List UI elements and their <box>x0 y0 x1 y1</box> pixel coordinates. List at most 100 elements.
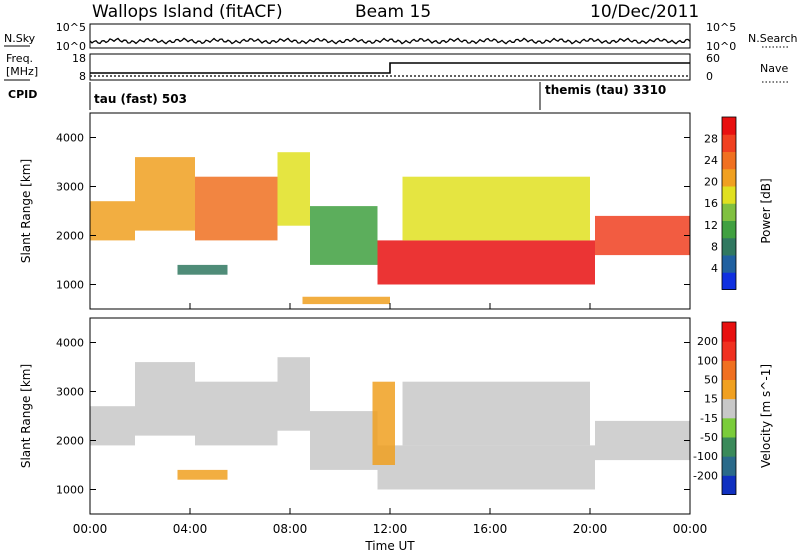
colorbar-frame <box>721 321 737 495</box>
cpid-label: CPID <box>8 88 37 101</box>
x-tick-label: 12:00 <box>373 522 408 536</box>
echo-band-4 <box>310 411 378 470</box>
echo-band-1 <box>135 362 195 436</box>
colorbar-tick-label: 100 <box>697 354 718 367</box>
echo-band-2 <box>195 381 278 446</box>
colorbar-tick-label: 4 <box>711 262 718 275</box>
power-y-label: Slant Range [km] <box>19 159 33 263</box>
date-label: 10/Dec/2011 <box>590 2 699 22</box>
velocity-panel: 4000 3000 2000 1000 Slant Range [km] 200 100… <box>19 303 773 553</box>
velocity-colorbar-label: Velocity [m s^-1] <box>759 364 773 468</box>
echo-band-9 <box>372 381 395 465</box>
y-tick-label: 3000 <box>56 181 84 194</box>
colorbar-tick-label: -15 <box>700 412 718 425</box>
cpid-entry-themis: themis (tau) 3310 <box>545 83 666 97</box>
freq-left-label-line1: Freq. <box>6 52 33 65</box>
power-colorbar: 28 24 20 16 12 8 4 <box>704 116 737 290</box>
colorbar-swatch <box>722 475 736 495</box>
echo-band-0 <box>90 201 135 241</box>
colorbar-swatch <box>722 360 736 380</box>
y-tick-label: 2000 <box>56 230 84 243</box>
echo-band-5 <box>377 445 595 490</box>
y-tick-label: 3000 <box>56 386 84 399</box>
velocity-colorbar: 200 100 50 15 -15 -50 -100 -200 <box>693 321 737 495</box>
power-data-layer <box>90 152 690 305</box>
echo-band-1 <box>135 157 195 231</box>
colorbar-swatch <box>722 185 736 204</box>
echo-band-7 <box>595 215 690 256</box>
time-x-axis: 00:00 04:00 08:00 12:00 16:00 20:00 00:00 <box>73 303 707 536</box>
echo-band-8 <box>177 469 228 480</box>
colorbar-swatch <box>722 117 736 135</box>
cpid-row: CPID tau (fast) 503 themis (tau) 3310 <box>8 82 666 110</box>
freq-left-tick-top: 18 <box>72 52 86 65</box>
colorbar-swatch <box>722 168 736 187</box>
echo-band-3 <box>277 357 310 431</box>
colorbar-tick-label: 12 <box>704 219 718 232</box>
power-colorbar-label: Power [dB] <box>759 178 773 243</box>
colorbar-swatch <box>722 220 736 239</box>
colorbar-tick-label: 200 <box>697 335 718 348</box>
x-tick-label: 08:00 <box>273 522 308 536</box>
colorbar-tick-label: -100 <box>693 450 718 463</box>
noise-left-tick-top: 10^5 <box>56 21 86 34</box>
freq-line <box>90 62 690 74</box>
freq-panel: Freq. [MHz] 18 8 60 0 Nave <box>4 52 790 83</box>
colorbar-tick-label: -200 <box>693 469 718 482</box>
power-y-axis: 4000 3000 2000 1000 <box>56 132 690 292</box>
echo-band-5 <box>377 240 595 285</box>
freq-right-tick-bottom: 0 <box>706 70 713 83</box>
echo-band-4 <box>310 206 378 265</box>
freq-left-label-line2: [MHz] <box>6 65 38 78</box>
colorbar-swatch <box>722 151 736 170</box>
colorbar-tick-label: 15 <box>704 393 718 406</box>
velocity-y-axis: 4000 3000 2000 1000 <box>56 337 690 497</box>
echo-band-6 <box>402 176 590 241</box>
beam-label: Beam 15 <box>355 2 431 22</box>
noise-panel-frame <box>89 23 691 49</box>
echo-band-8 <box>177 264 228 275</box>
y-tick-label: 4000 <box>56 337 84 350</box>
freq-right-tick-top: 60 <box>706 52 720 65</box>
cpid-entry-fast: tau (fast) 503 <box>94 92 187 106</box>
colorbar-swatch <box>722 417 736 438</box>
freq-left-tick-bottom: 8 <box>79 70 86 83</box>
colorbar-swatch <box>722 398 736 419</box>
colorbar-tick-label: 16 <box>704 197 718 210</box>
colorbar-tick-label: 20 <box>704 176 718 189</box>
colorbar-tick-label: 50 <box>704 373 718 386</box>
colorbar-frame <box>721 116 737 290</box>
freq-panel-frame <box>89 53 691 81</box>
echo-band-2 <box>195 176 278 241</box>
colorbar-swatch <box>722 341 736 361</box>
noise-right-label: N.Search <box>748 32 798 45</box>
colorbar-swatch <box>722 203 736 221</box>
noise-right-tick-bottom: 10^0 <box>706 40 736 53</box>
colorbar-swatch <box>722 456 736 476</box>
echo-band-3 <box>277 152 310 226</box>
y-tick-label: 4000 <box>56 132 84 145</box>
colorbar-swatch <box>722 254 736 273</box>
noise-left-tick-bottom: 10^0 <box>56 40 86 53</box>
echo-band-9 <box>302 296 390 305</box>
colorbar-tick-label: 8 <box>711 240 718 253</box>
colorbar-swatch <box>722 272 736 290</box>
colorbar-tick-label: -50 <box>700 431 718 444</box>
x-tick-label: 20:00 <box>573 522 608 536</box>
colorbar-swatch <box>722 436 736 457</box>
echo-band-0 <box>90 406 135 446</box>
x-tick-label: 00:00 <box>73 522 108 536</box>
colorbar-swatch <box>722 322 736 342</box>
colorbar-tick-label: 24 <box>704 154 718 167</box>
echo-band-7 <box>595 420 690 461</box>
x-tick-label: 16:00 <box>473 522 508 536</box>
y-tick-label: 1000 <box>56 484 84 497</box>
colorbar-tick-label: 28 <box>704 133 718 146</box>
colorbar-swatch <box>722 237 736 256</box>
noise-sky-line <box>89 37 691 45</box>
noise-panel: N.Sky 10^5 10^0 10^5 10^0 N.Search <box>4 21 798 53</box>
noise-right-tick-top: 10^5 <box>706 21 736 34</box>
colorbar-swatch <box>722 379 736 400</box>
y-tick-label: 2000 <box>56 435 84 448</box>
